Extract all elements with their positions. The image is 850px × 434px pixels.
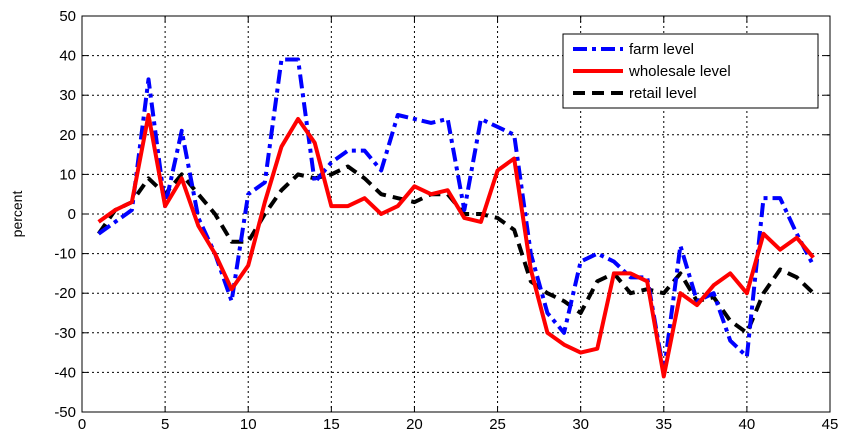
x-tick-label: 20 xyxy=(406,416,423,433)
y-tick-label: -50 xyxy=(54,404,76,421)
y-tick-label: 40 xyxy=(59,48,76,65)
legend: farm level wholesale level retail level xyxy=(562,33,819,109)
x-tick-label: 0 xyxy=(78,416,86,433)
y-axis-label: percent xyxy=(9,191,25,238)
legend-entry-label: retail level xyxy=(629,85,697,102)
axis-ticks: 0 5 10 15 20 25 30 35 40 45 -50 -40 -30 -20 -10 0 10 20 30… xyxy=(54,8,838,433)
y-tick-label: 50 xyxy=(59,8,76,25)
legend-entry-label: wholesale level xyxy=(628,63,731,80)
x-tick-label: 10 xyxy=(240,416,257,433)
series-line-wholesale-level xyxy=(97,113,815,379)
y-tick-label: 10 xyxy=(59,166,76,183)
legend-entry-label: farm level xyxy=(629,41,694,58)
x-tick-label: 35 xyxy=(655,416,672,433)
y-tick-label: 0 xyxy=(68,206,76,223)
y-tick-label: 20 xyxy=(59,127,76,144)
y-tick-label: -40 xyxy=(54,364,76,381)
x-tick-label: 40 xyxy=(739,416,756,433)
y-tick-label: 30 xyxy=(59,87,76,104)
y-tick-label: -10 xyxy=(54,246,76,263)
x-tick-label: 15 xyxy=(323,416,340,433)
x-tick-label: 5 xyxy=(161,416,169,433)
series-line-retail-level xyxy=(96,164,815,335)
x-tick-label: 30 xyxy=(572,416,589,433)
y-tick-label: -20 xyxy=(54,285,76,302)
x-tick-label: 25 xyxy=(489,416,506,433)
y-tick-label: -30 xyxy=(54,325,76,342)
data-series xyxy=(96,57,816,379)
x-tick-label: 45 xyxy=(822,416,839,433)
